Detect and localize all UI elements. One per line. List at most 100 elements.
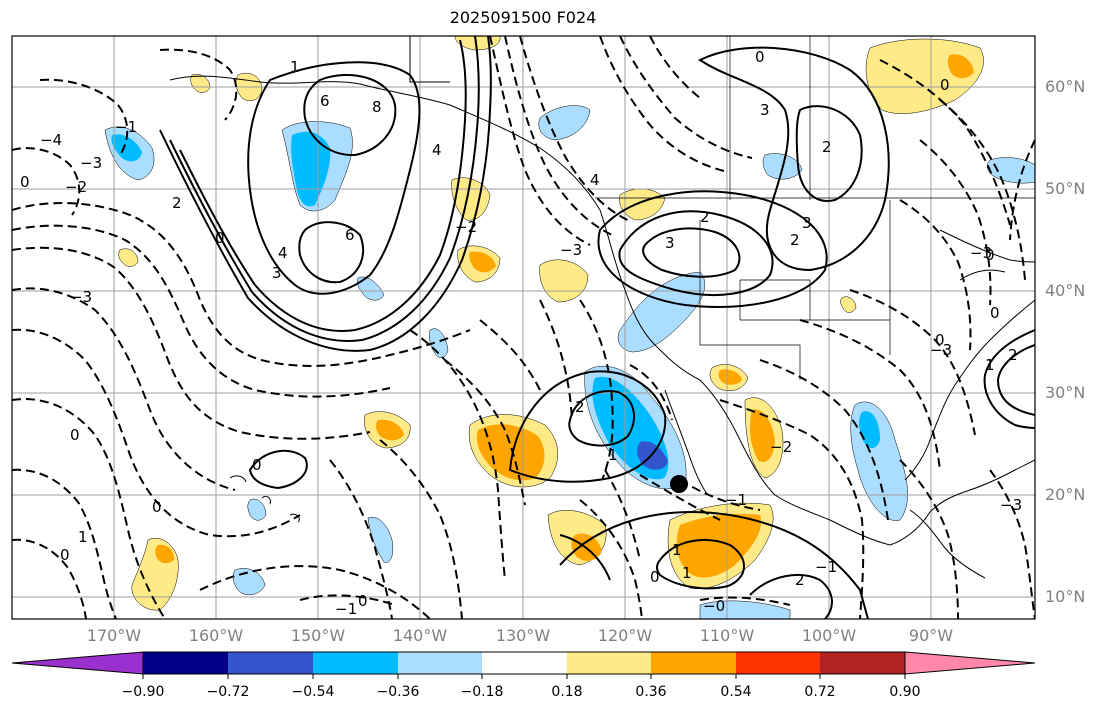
- contour-label: −3: [1000, 496, 1022, 514]
- colorbar-segment: [651, 652, 736, 674]
- contour-label: 0: [70, 426, 80, 444]
- negative-shading: [104, 105, 1035, 619]
- contour-label: −1: [815, 558, 837, 576]
- graticule: [12, 36, 1035, 619]
- contour-label: 4: [278, 244, 288, 262]
- contour-label: −1: [115, 118, 137, 136]
- lat-label: 40°N: [1045, 281, 1086, 300]
- lon-label: 170°W: [86, 626, 142, 645]
- shade-neg-light: [699, 600, 791, 619]
- colorbar: [11, 651, 1036, 679]
- lon-label: 150°W: [290, 626, 346, 645]
- colorbar-extend-low: [11, 651, 144, 675]
- colorbar-extend-high: [904, 651, 1036, 675]
- colorbar-tick: −0.90: [121, 684, 165, 700]
- contour-label: 0: [152, 498, 162, 516]
- shade-neg-light: [367, 516, 394, 563]
- contour-label: 1: [985, 356, 995, 374]
- colorbar-tick: −0.18: [460, 684, 504, 700]
- contour-label: 0: [985, 246, 995, 264]
- contour-label: 2: [795, 571, 805, 589]
- contour-label: −3: [560, 241, 582, 259]
- contour-label: −4: [40, 131, 62, 149]
- shade-neg-light: [538, 105, 591, 141]
- lon-label: 120°W: [597, 626, 653, 645]
- colorbar-segment: [567, 652, 651, 674]
- contour-label: 0: [252, 456, 262, 474]
- shade-neg-light: [357, 276, 385, 301]
- shade-neg-light: [247, 498, 267, 521]
- contour-label: 2: [575, 398, 585, 416]
- solid-contours: [159, 36, 1035, 619]
- contour-labels: 0 1 2 3 4 6 8 6 4 3 2 0 0 2 3 2 1 2 3 4 …: [20, 48, 1022, 618]
- contour-label: −0: [703, 597, 725, 615]
- colorbar-segment: [482, 652, 567, 674]
- contour-label: −2: [455, 218, 477, 236]
- shade-pos-mid: [676, 513, 762, 578]
- shade-pos-light: [190, 74, 211, 93]
- contour-label: −1: [725, 491, 747, 509]
- colorbar-segment: [398, 652, 482, 674]
- colorbar-tick: −0.54: [291, 684, 335, 700]
- colorbar-tick: 0.90: [889, 684, 921, 700]
- colorbar-tick: 0.54: [720, 684, 752, 700]
- shade-neg-light: [987, 157, 1035, 184]
- contour-label: 1: [682, 564, 692, 582]
- shade-pos-light: [840, 296, 857, 313]
- contour-label: 0: [935, 331, 945, 349]
- colorbar-tick: −0.72: [206, 684, 250, 700]
- contour-label: 2: [822, 138, 832, 156]
- map-frame: [11, 35, 1036, 620]
- coastlines: [169, 36, 1035, 579]
- lat-label: 50°N: [1045, 179, 1086, 198]
- lon-label: 90°W: [908, 626, 954, 645]
- contour-label: 1: [608, 446, 618, 464]
- lat-label: 60°N: [1045, 77, 1086, 96]
- colorbar-segment: [820, 652, 905, 674]
- lat-label: 30°N: [1045, 383, 1086, 402]
- contour-label: 0: [60, 546, 70, 564]
- contour-label: 2: [1008, 346, 1018, 364]
- center-dot: [670, 475, 688, 493]
- contour-label: −3: [70, 288, 92, 306]
- shade-pos-mid: [718, 369, 742, 385]
- colorbar-tick: 0.18: [551, 684, 583, 700]
- contour-label: 6: [320, 92, 330, 110]
- shade-pos-mid: [750, 409, 775, 462]
- contour-label: 1: [290, 58, 300, 76]
- contour-label: 2: [700, 208, 710, 226]
- shade-pos-mid: [947, 54, 974, 79]
- colorbar-segment: [143, 652, 228, 674]
- contour-label: 1: [78, 528, 88, 546]
- lon-label: 140°W: [392, 626, 448, 645]
- contour-label: 0: [755, 48, 765, 66]
- contour-label: −2: [770, 438, 792, 456]
- contour-label: 4: [590, 171, 600, 189]
- shade-pos-mid: [476, 424, 545, 481]
- lat-label: 10°N: [1045, 587, 1086, 606]
- shade-neg-mid: [111, 134, 142, 162]
- contour-label: 3: [665, 234, 675, 252]
- dashed-contours: [12, 36, 1035, 619]
- contour-label: 4: [432, 141, 442, 159]
- lon-label: 110°W: [699, 626, 755, 645]
- contour-label: 0: [20, 173, 30, 191]
- contour-label: 0: [940, 76, 950, 94]
- contour-label: −3: [80, 154, 102, 172]
- contour-label: 0: [358, 592, 368, 610]
- colorbar-tick: 0.72: [804, 684, 836, 700]
- map-title: 2025091500 F024: [449, 8, 597, 27]
- contour-label: 1: [672, 541, 682, 559]
- lon-label: 100°W: [801, 626, 857, 645]
- colorbar-tick: −0.36: [376, 684, 420, 700]
- colorbar-segment: [736, 652, 820, 674]
- lat-label: 20°N: [1045, 485, 1086, 504]
- contour-label: 3: [802, 214, 812, 232]
- contour-label: 6: [345, 226, 355, 244]
- colorbar-segment: [228, 652, 313, 674]
- shade-pos-mid: [469, 251, 496, 273]
- contour-label: −2: [65, 178, 87, 196]
- contour-label: 0: [650, 568, 660, 586]
- shade-neg-mid: [291, 131, 331, 207]
